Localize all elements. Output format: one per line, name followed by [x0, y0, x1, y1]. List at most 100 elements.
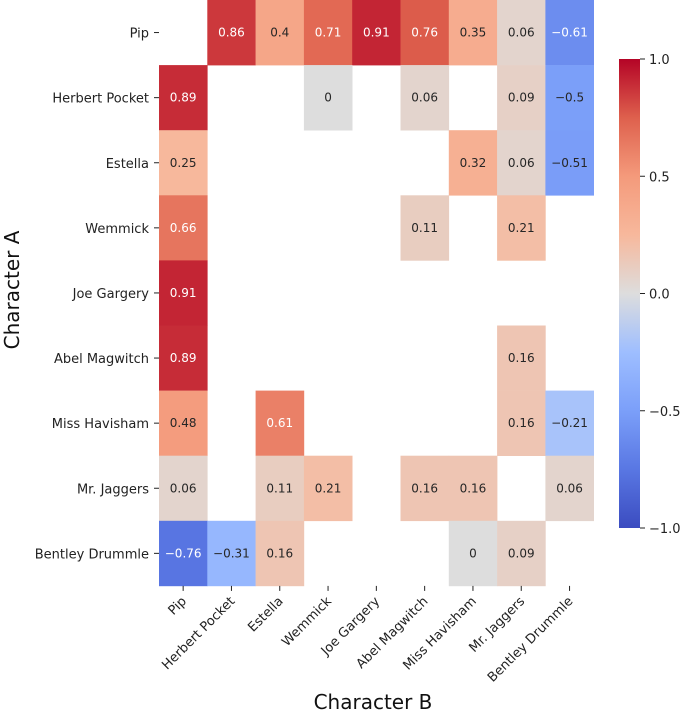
heatmap-cell	[255, 390, 305, 456]
colorbar-gradient	[619, 59, 640, 528]
heatmap-cell	[207, 520, 256, 587]
cell-value-label: 0.06	[508, 156, 535, 170]
heatmap-cell	[400, 195, 450, 261]
cell-value-label: 0.16	[411, 481, 438, 495]
cell-value-label: 0.16	[508, 351, 535, 365]
cell-value-label: 0.21	[508, 221, 535, 235]
heatmap-cell	[159, 325, 208, 391]
cell-value-label: 0.16	[508, 416, 535, 430]
cell-value-label: 0.16	[460, 481, 487, 495]
cell-value-label: 0.66	[170, 221, 197, 235]
x-tick-label: Pip	[166, 594, 190, 618]
y-tick-label: Pip	[130, 27, 149, 42]
cell-value-label: 0	[324, 91, 332, 105]
cell-value-label: 0.25	[170, 156, 197, 170]
cell-value-label: 0	[469, 546, 477, 560]
x-tick-label: Bentley Drummle	[485, 594, 576, 685]
cell-value-label: 0.06	[170, 481, 197, 495]
cell-value-label: −0.76	[165, 546, 202, 560]
x-axis-title: Character B	[314, 690, 433, 714]
y-tick-label: Miss Havisham	[52, 417, 149, 432]
heatmap-cell	[545, 0, 594, 66]
heatmap-cell	[448, 455, 498, 522]
cell-value-label: −0.61	[551, 26, 588, 40]
colorbar-ticks: −1.0 −0.5 0.0 0.5 1.0	[640, 53, 681, 537]
cell-value-label: −0.51	[551, 156, 588, 170]
heatmap-cell	[400, 0, 450, 66]
cell-value-label: 0.76	[411, 26, 438, 40]
heatmap-cell	[497, 0, 546, 66]
heatmap-cell	[303, 455, 353, 522]
cell-value-label: 0.61	[266, 416, 293, 430]
cell-value-label: 0.06	[508, 26, 535, 40]
y-tick-label: Estella	[106, 157, 149, 172]
cell-value-label: 0.91	[170, 286, 197, 300]
heatmap-cell	[400, 455, 450, 522]
cell-value-label: 0.86	[218, 26, 245, 40]
heatmap-cell	[448, 0, 498, 66]
cell-value-label: −0.31	[213, 546, 250, 560]
heatmap-cells: 0.86 0.4 0.71 0.91 0.76 0.35 0.06 −0.61 0.89 0 0.0…	[159, 0, 594, 587]
y-tick-label: Joe Gargery	[72, 287, 150, 302]
heatmap-cell	[255, 520, 305, 587]
y-tick-label: Herbert Pocket	[52, 92, 149, 107]
cell-value-label: 0.32	[460, 156, 487, 170]
cell-value-label: 0.91	[363, 26, 390, 40]
heatmap-cell	[159, 195, 208, 261]
colorbar-tick-label: 0.5	[649, 170, 670, 185]
heatmap-cell	[497, 325, 546, 391]
colorbar-tick-label: 1.0	[649, 53, 670, 68]
y-axis-title: Character A	[0, 230, 24, 349]
heatmap-cell	[545, 455, 594, 522]
cell-value-label: 0.48	[170, 416, 197, 430]
heatmap-cell	[159, 130, 208, 196]
cell-value-label: 0.71	[315, 26, 342, 40]
cell-value-label: 0.89	[170, 351, 197, 365]
cell-value-label: −0.21	[551, 416, 588, 430]
heatmap-cell	[497, 130, 546, 196]
cell-value-label: 0.21	[315, 481, 342, 495]
heatmap-cell	[159, 455, 208, 522]
heatmap-cell	[497, 520, 546, 587]
colorbar	[619, 59, 640, 528]
cell-value-label: 0.09	[508, 546, 535, 560]
cell-value-label: 0.89	[170, 91, 197, 105]
cell-value-label: 0.06	[411, 91, 438, 105]
heatmap-cell	[352, 0, 401, 66]
heatmap-cell	[497, 65, 546, 131]
heatmap-cell	[497, 195, 546, 261]
y-tick-label: Abel Magwitch	[54, 352, 149, 367]
cell-value-label: −0.5	[555, 91, 584, 105]
heatmap-cell	[303, 65, 353, 131]
heatmap-cell	[497, 390, 546, 456]
cell-value-label: 0.16	[266, 546, 293, 560]
x-tick-label: Estella	[245, 594, 286, 635]
cell-value-label: 0.11	[266, 481, 293, 495]
heatmap-cell	[255, 0, 305, 66]
heatmap-cell	[545, 130, 594, 196]
cell-value-label: 0.11	[411, 221, 438, 235]
cell-value-label: 0.09	[508, 91, 535, 105]
y-tick-label: Wemmick	[85, 222, 149, 237]
heatmap-cell	[159, 260, 208, 326]
heatmap-cell	[448, 130, 498, 196]
cell-value-label: 0.35	[460, 26, 487, 40]
heatmap-cell	[303, 0, 353, 66]
colorbar-tick-label: 0.0	[649, 288, 670, 303]
heatmap-cell	[159, 520, 208, 587]
cell-value-label: 0.06	[556, 481, 583, 495]
heatmap-cell	[400, 65, 450, 131]
colorbar-tick-label: −1.0	[649, 522, 681, 537]
colorbar-tick-label: −0.5	[649, 405, 681, 420]
y-tick-label: Bentley Drummle	[35, 547, 149, 562]
heatmap-cell	[159, 390, 208, 456]
y-axis-ticks: Pip Herbert Pocket Estella Wemmick Joe Garge…	[35, 27, 159, 562]
heatmap-cell	[255, 455, 305, 522]
heatmap-cell	[545, 390, 594, 456]
cell-value-label: 0.4	[270, 26, 289, 40]
heatmap-cell	[545, 65, 594, 131]
heatmap-cell	[448, 520, 498, 587]
heatmap-cell	[159, 65, 208, 131]
